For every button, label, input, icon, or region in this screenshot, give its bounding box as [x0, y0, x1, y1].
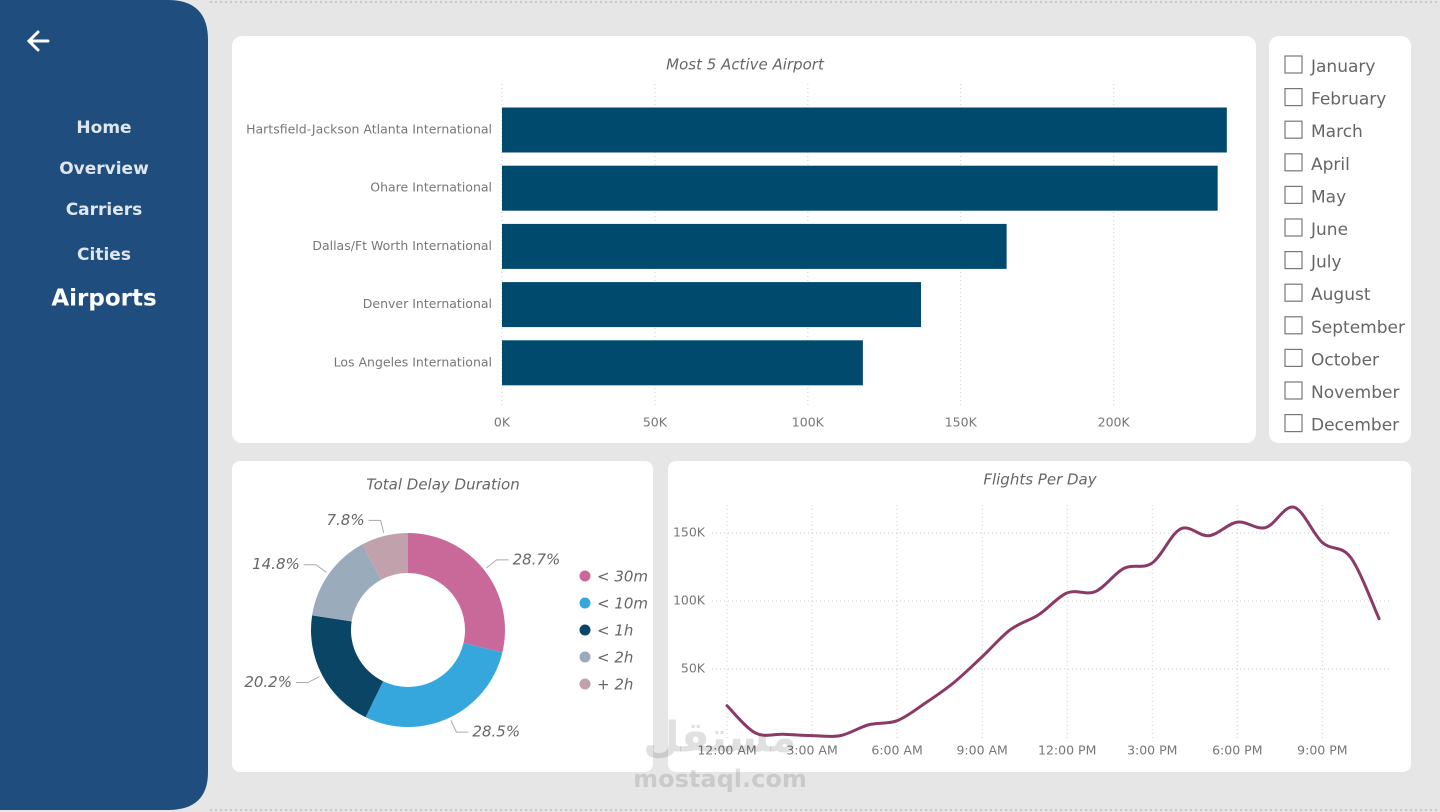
line-panel [668, 461, 1411, 772]
checkbox[interactable] [1284, 251, 1303, 270]
checkbox[interactable] [1284, 381, 1303, 400]
data-label: 20.2% [244, 673, 292, 691]
month-option[interactable]: October [1311, 350, 1379, 370]
x-tick-label: 200K [1098, 415, 1131, 430]
leader-line [486, 559, 509, 569]
legend-swatch [579, 597, 591, 609]
x-tick-label: 9:00 AM [956, 743, 1007, 758]
donut-slice [311, 615, 384, 718]
legend-label: < 10m [597, 595, 648, 613]
x-tick-label: 3:00 AM [786, 743, 837, 758]
month-option[interactable]: July [1310, 253, 1342, 273]
donut-panel [232, 461, 653, 772]
x-tick-label: 12:00 AM [697, 743, 756, 758]
bar [502, 107, 1227, 153]
month-option[interactable]: February [1311, 90, 1386, 110]
chart-title: Flights Per Day [983, 471, 1097, 489]
y-tick-label: Ohare International [370, 180, 492, 195]
month-panel [1269, 36, 1411, 443]
legend-swatch [579, 651, 591, 663]
checkbox[interactable] [1284, 87, 1303, 107]
donut-slice [365, 643, 503, 727]
legend-swatch [579, 570, 591, 582]
month-option[interactable]: August [1311, 285, 1371, 305]
nav-item[interactable]: Home [76, 118, 131, 138]
leader-line [303, 564, 327, 573]
legend-swatch [579, 678, 591, 690]
leader-line [450, 720, 469, 733]
data-label: 14.8% [252, 555, 300, 573]
bar [502, 340, 863, 386]
month-option[interactable]: January [1310, 57, 1375, 77]
bar [502, 165, 1218, 211]
bar [502, 223, 1007, 269]
checkbox[interactable] [1284, 348, 1303, 367]
month-option[interactable]: December [1311, 416, 1399, 436]
data-label: 7.8% [326, 511, 364, 529]
checkbox[interactable] [1284, 316, 1303, 335]
watermark: مستقل [643, 713, 797, 762]
y-tick-label: Los Angeles International [334, 354, 492, 369]
back-button[interactable] [26, 30, 50, 52]
bar [502, 282, 921, 328]
month-option[interactable]: April [1311, 155, 1350, 175]
month-option[interactable]: June [1310, 220, 1348, 240]
legend-label: < 1h [597, 622, 633, 640]
y-tick-label: 50K [681, 661, 706, 676]
x-tick-label: 12:00 PM [1038, 743, 1096, 758]
y-tick-label: 100K [673, 593, 706, 608]
x-tick-label: 9:00 PM [1297, 743, 1347, 758]
donut-slice [312, 544, 382, 622]
chart-title: Total Delay Duration [366, 476, 519, 494]
legend-label: < 2h [597, 649, 633, 667]
x-tick-label: 150K [945, 415, 978, 430]
nav-item[interactable]: Airports [51, 286, 156, 312]
checkbox[interactable] [1284, 185, 1303, 204]
x-tick-label: 3:00 PM [1127, 743, 1177, 758]
checkbox[interactable] [1284, 120, 1303, 139]
nav-item[interactable]: Cities [77, 245, 131, 265]
checkbox[interactable] [1284, 55, 1303, 74]
y-tick-label: 150K [673, 525, 706, 540]
leader-line [368, 519, 385, 534]
donut-slice [408, 533, 505, 653]
checkbox[interactable] [1284, 414, 1303, 433]
line-series [725, 505, 1381, 738]
data-label: 28.5% [472, 723, 520, 741]
watermark: mostaql.com [633, 765, 807, 793]
x-tick-label: 50K [643, 415, 668, 430]
x-tick-label: 0K [494, 415, 511, 430]
month-option[interactable]: May [1311, 187, 1346, 207]
sidebar [0, 0, 208, 810]
y-tick-label: Denver International [363, 296, 492, 311]
legend-swatch [579, 624, 591, 636]
leader-line [295, 676, 320, 684]
legend-label: < 30m [597, 568, 648, 586]
month-option[interactable]: September [1311, 318, 1405, 338]
checkbox[interactable] [1284, 153, 1303, 172]
x-tick-label: 6:00 PM [1212, 743, 1262, 758]
data-label: 28.7% [513, 550, 561, 568]
checkbox[interactable] [1284, 218, 1303, 237]
checkbox[interactable] [1284, 283, 1303, 302]
x-tick-label: 100K [792, 415, 825, 430]
chart-title: Most 5 Active Airport [666, 56, 825, 74]
nav-item[interactable]: Carriers [66, 200, 143, 220]
month-option[interactable]: March [1311, 122, 1363, 142]
y-tick-label: Dallas/Ft Worth International [312, 238, 492, 253]
month-option[interactable]: November [1311, 383, 1399, 403]
legend-label: + 2h [597, 676, 633, 694]
y-tick-label: Hartsfield-Jackson Atlanta International [246, 122, 492, 137]
nav-item[interactable]: Overview [59, 159, 149, 179]
donut-slice [362, 533, 408, 580]
x-tick-label: 6:00 AM [871, 743, 922, 758]
